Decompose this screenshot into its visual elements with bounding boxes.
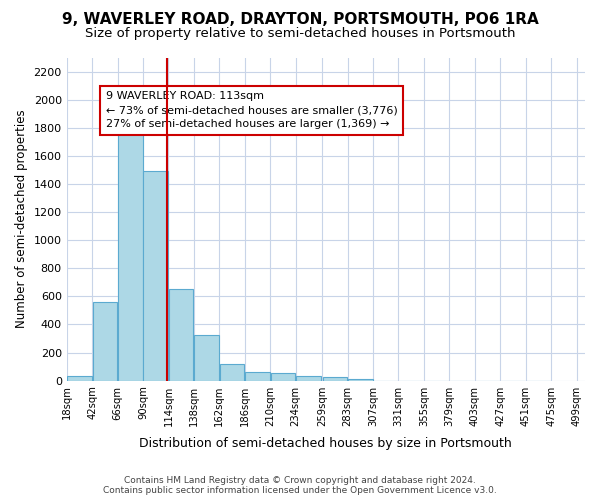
X-axis label: Distribution of semi-detached houses by size in Portsmouth: Distribution of semi-detached houses by … [139, 437, 512, 450]
Text: Contains HM Land Registry data © Crown copyright and database right 2024.
Contai: Contains HM Land Registry data © Crown c… [103, 476, 497, 495]
Bar [118, 128, 143, 380]
Bar [323, 377, 347, 380]
Bar [67, 376, 92, 380]
Text: Size of property relative to semi-detached houses in Portsmouth: Size of property relative to semi-detach… [85, 28, 515, 40]
Bar [92, 302, 117, 380]
Bar [143, 172, 168, 380]
Bar [348, 379, 373, 380]
Bar [194, 335, 219, 380]
Bar [271, 373, 295, 380]
Bar [245, 372, 270, 380]
Bar [169, 288, 193, 380]
Y-axis label: Number of semi-detached properties: Number of semi-detached properties [15, 110, 28, 328]
Bar [296, 376, 320, 380]
Text: 9 WAVERLEY ROAD: 113sqm
← 73% of semi-detached houses are smaller (3,776)
27% of: 9 WAVERLEY ROAD: 113sqm ← 73% of semi-de… [106, 92, 397, 130]
Text: 9, WAVERLEY ROAD, DRAYTON, PORTSMOUTH, PO6 1RA: 9, WAVERLEY ROAD, DRAYTON, PORTSMOUTH, P… [62, 12, 538, 28]
Bar [220, 364, 244, 380]
